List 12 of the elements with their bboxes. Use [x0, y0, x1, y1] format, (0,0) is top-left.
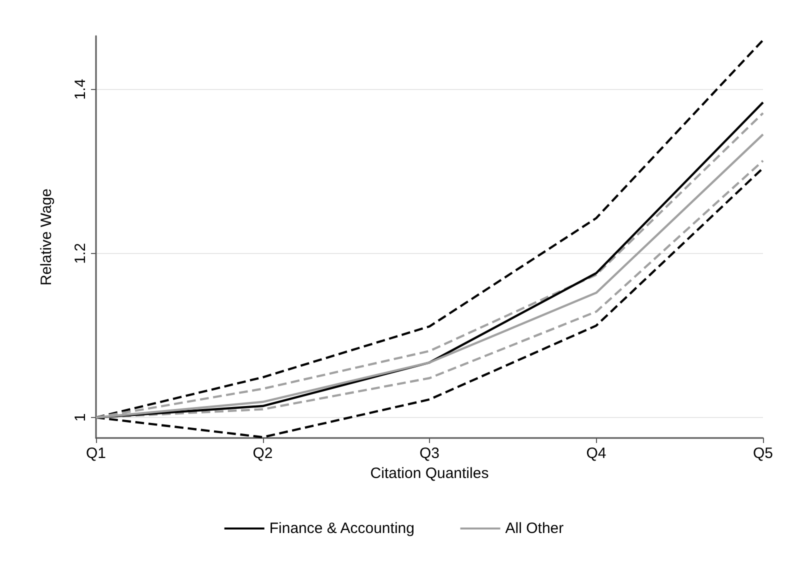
x-axis-title: Citation Quantiles	[370, 464, 489, 482]
y-tick-label: 1.2	[72, 242, 89, 264]
x-tick-label: Q3	[419, 445, 440, 462]
legend-label: All Other	[505, 520, 564, 537]
x-tick-label: Q2	[252, 445, 273, 462]
x-tick-label: Q4	[586, 445, 606, 462]
y-tick-label: 1.4	[72, 78, 89, 100]
legend-label: Finance & Accounting	[269, 520, 414, 537]
x-tick-label: Q5	[752, 445, 774, 462]
y-tick-label: 1	[72, 413, 89, 422]
x-tick-label: Q1	[86, 445, 106, 462]
y-axis-title: Relative Wage	[38, 188, 55, 286]
